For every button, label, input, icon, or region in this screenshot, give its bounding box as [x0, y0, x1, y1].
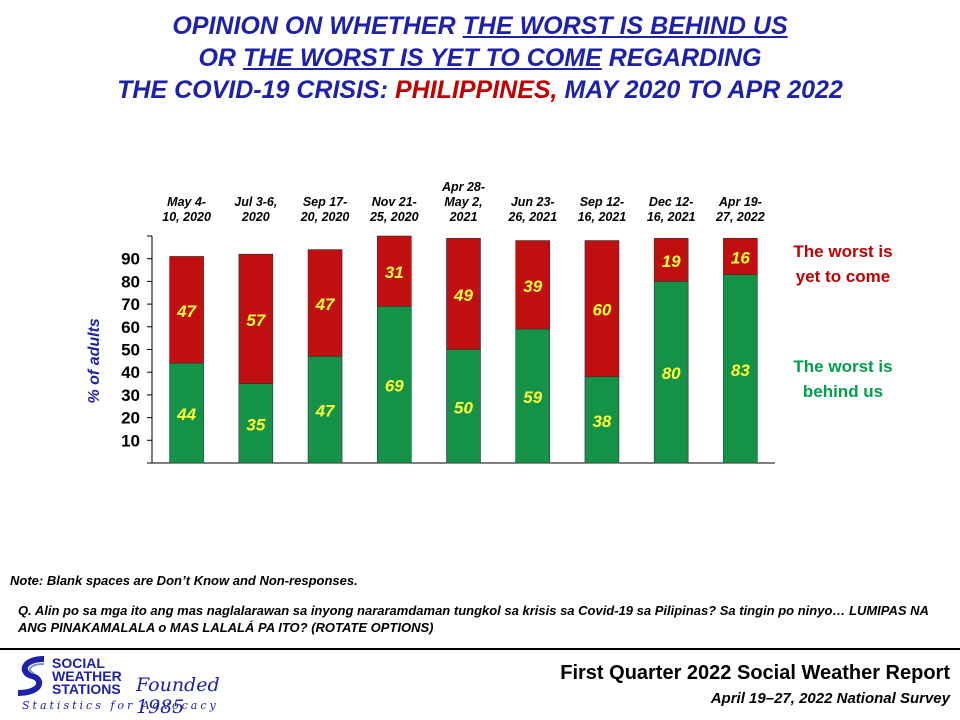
- title-line2-text: OR: [198, 44, 243, 72]
- title-line3-text: THE COVID-19 CRISIS:: [117, 76, 395, 104]
- category-label: Nov 21-: [372, 195, 417, 209]
- data-label-yet-to-come: 19: [662, 252, 681, 271]
- bar-behind-us: [238, 383, 274, 464]
- y-axis-title: % of adults: [86, 318, 103, 403]
- category-label: Sep 17-: [303, 195, 347, 209]
- data-label-yet-to-come: 39: [523, 277, 542, 296]
- y-tick-label: 10: [121, 431, 140, 450]
- legend-yet-to-come: yet to come: [796, 267, 890, 286]
- data-label-yet-to-come: 47: [176, 302, 197, 321]
- y-tick-label: 40: [121, 363, 140, 382]
- legend-yet-to-come: The worst is: [793, 242, 892, 261]
- bar-behind-us: [584, 376, 620, 464]
- logo-name: SOCIAL WEATHER STATIONS: [52, 655, 122, 697]
- data-label-behind-us: 47: [315, 402, 336, 421]
- data-label-yet-to-come: 60: [592, 301, 611, 320]
- category-label: Sep 12-: [580, 195, 624, 209]
- note-text: Note: Blank spaces are Don’t Know and No…: [10, 573, 358, 588]
- bar-behind-us: [515, 328, 551, 464]
- title-line2-post: REGARDING: [601, 44, 762, 72]
- bar-behind-us: [376, 306, 412, 464]
- sws-swirl-icon: [17, 656, 45, 696]
- title-line1-text: OPINION ON WHETHER: [172, 12, 463, 40]
- category-label: 16, 2021: [647, 210, 696, 224]
- logo-tagline: Statistics for Advocacy: [22, 699, 219, 712]
- question-text: Q. Alin po sa mga ito ang mas naglalaraw…: [18, 603, 929, 635]
- footer-divider: [0, 648, 960, 650]
- data-label-behind-us: 44: [176, 405, 196, 424]
- data-label-behind-us: 38: [592, 412, 611, 431]
- data-label-behind-us: 59: [523, 388, 542, 407]
- category-label: 2020: [241, 210, 270, 224]
- y-tick-label: 20: [121, 409, 140, 428]
- category-label: Jun 23-: [511, 195, 555, 209]
- data-label-yet-to-come: 57: [246, 311, 266, 330]
- category-label: May 4-: [167, 195, 206, 209]
- data-label-behind-us: 80: [662, 364, 681, 383]
- data-label-behind-us: 69: [385, 377, 404, 396]
- title-line2-underlined: THE WORST IS YET TO COME: [242, 44, 602, 72]
- y-tick-label: 30: [121, 386, 140, 405]
- category-label: Dec 12-: [649, 195, 693, 209]
- category-label: 25, 2020: [369, 210, 419, 224]
- bar-yet-to-come: [307, 249, 343, 357]
- y-tick-label: 70: [121, 295, 140, 314]
- bar-behind-us: [446, 349, 481, 464]
- logo-line2: WEATHER: [52, 668, 122, 684]
- category-label: 27, 2022: [715, 210, 765, 224]
- bar-yet-to-come: [446, 237, 481, 350]
- category-label: Apr 28-: [441, 180, 485, 194]
- data-label-behind-us: 35: [246, 415, 265, 434]
- y-tick-label: 90: [121, 250, 140, 269]
- bar-yet-to-come: [515, 240, 551, 330]
- chart-title: OPINION ON WHETHER THE WORST IS BEHIND U…: [0, 10, 960, 106]
- y-tick-label: 80: [121, 272, 140, 291]
- y-tick-label: 60: [121, 318, 140, 337]
- report-subtitle: April 19–27, 2022 National Survey: [710, 690, 950, 707]
- category-label: Apr 19-: [718, 195, 762, 209]
- logo-founded: Founded 1985: [136, 674, 220, 718]
- category-label: Jul 3-6,: [234, 195, 277, 209]
- logo-line3: STATIONS: [52, 681, 121, 697]
- data-label-behind-us: 83: [731, 361, 750, 380]
- title-line1-underlined: THE WORST IS BEHIND US: [462, 12, 788, 40]
- bar-behind-us: [653, 281, 689, 464]
- data-label-yet-to-come: 49: [453, 286, 473, 305]
- category-label: 10, 2020: [162, 210, 211, 224]
- legend-behind-us: behind us: [803, 382, 883, 401]
- bar-behind-us: [723, 274, 758, 464]
- category-label: 16, 2021: [578, 210, 627, 224]
- data-label-behind-us: 50: [454, 398, 473, 417]
- data-label-yet-to-come: 31: [385, 263, 404, 282]
- legend-behind-us: The worst is: [793, 357, 892, 376]
- category-label: 2021: [449, 210, 478, 224]
- bar-yet-to-come: [584, 240, 620, 378]
- bar-yet-to-come: [723, 237, 758, 275]
- report-title: First Quarter 2022 Social Weather Report: [560, 662, 950, 684]
- title-period: MAY 2020 TO APR 2022: [557, 76, 843, 104]
- data-label-yet-to-come: 16: [731, 248, 750, 267]
- bar-yet-to-come: [169, 256, 204, 364]
- bar-behind-us: [307, 356, 343, 464]
- category-label: May 2,: [444, 195, 482, 209]
- bar-yet-to-come: [376, 235, 412, 307]
- logo-line1: SOCIAL: [52, 655, 105, 671]
- bar-yet-to-come: [653, 237, 689, 282]
- y-tick-label: 50: [121, 341, 140, 360]
- sws-logo: SOCIAL WEATHER STATIONS Founded 1985 Sta…: [14, 655, 274, 718]
- category-label: 26, 2021: [507, 210, 557, 224]
- bar-yet-to-come: [238, 253, 274, 384]
- data-label-yet-to-come: 47: [315, 295, 336, 314]
- title-country: PHILIPPINES,: [394, 76, 558, 104]
- category-label: 20, 2020: [300, 210, 350, 224]
